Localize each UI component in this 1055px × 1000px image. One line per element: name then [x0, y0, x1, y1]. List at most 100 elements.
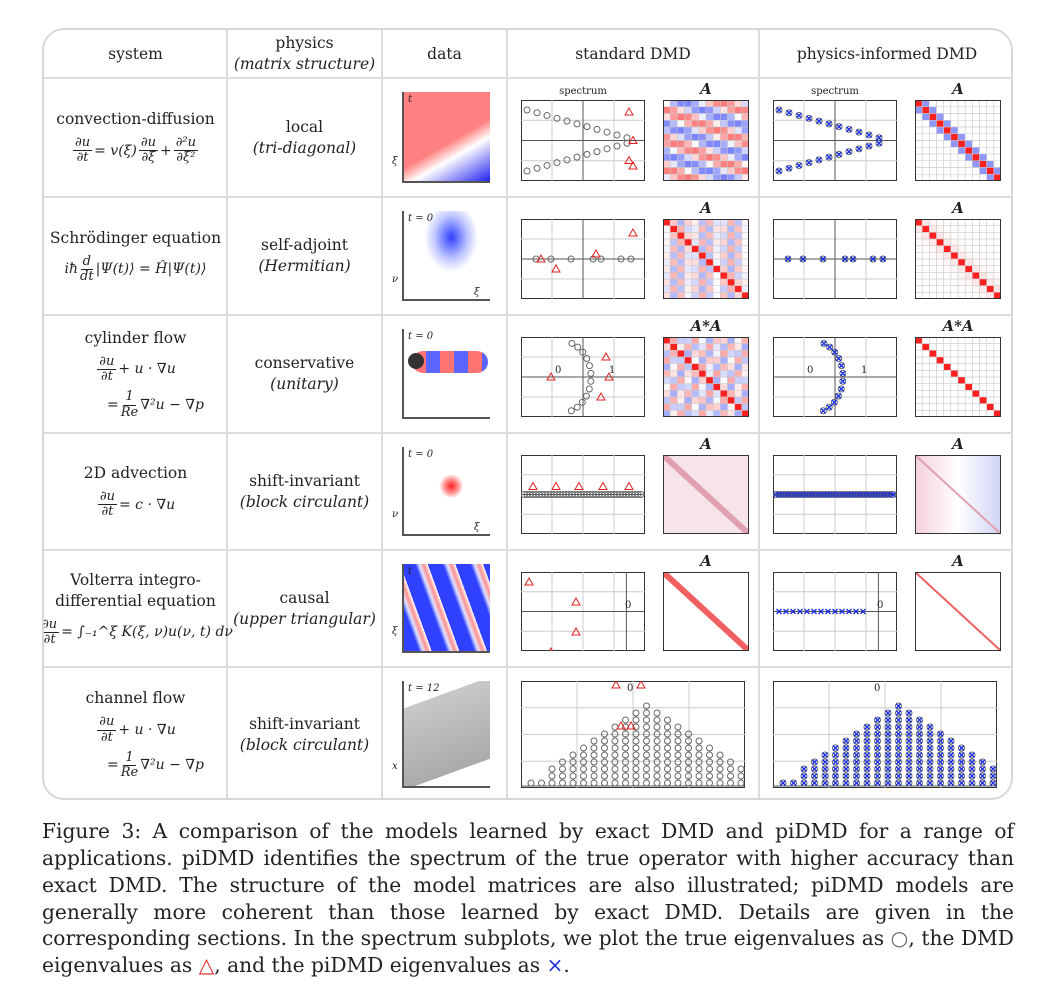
eigenvalue-marker — [611, 765, 619, 773]
matrix-entry — [957, 370, 966, 378]
eigenvalue-marker — [853, 737, 860, 745]
matrix-entry — [684, 120, 692, 128]
matrix-entry — [915, 100, 923, 107]
matrix-entry — [993, 174, 1001, 181]
matrix-entry — [712, 232, 721, 240]
eigenvalue-marker — [685, 758, 692, 766]
matrix-entry — [712, 370, 721, 378]
eigenvalue-marker — [580, 779, 587, 787]
matrix-entry — [936, 126, 944, 134]
matrix-entry — [663, 100, 671, 107]
eigenvalue-marker — [664, 737, 671, 745]
pidmd-eigenvalue-marker — [990, 780, 996, 786]
caption-text: Figure 3: A comparison of the models lea… — [42, 819, 1014, 951]
dmd-eigenvalue-marker — [636, 681, 646, 689]
matrix-structure: (block circulant) — [239, 492, 370, 511]
eigenvalue-marker — [587, 377, 595, 385]
dmd-eigenvalue-marker — [536, 253, 546, 263]
matrix-entry — [677, 396, 685, 404]
eigenvalue-marker — [989, 765, 997, 773]
eigenvalue-marker — [559, 772, 566, 780]
matrix-entry — [921, 265, 930, 273]
matrix-entry — [936, 370, 944, 378]
matrix-entry — [663, 356, 671, 364]
matrix-entry — [979, 106, 987, 114]
matrix-entry — [950, 147, 959, 155]
pidmd-eigenvalue-marker — [937, 773, 944, 779]
matrix-entry — [993, 106, 1001, 114]
matrix-entry — [684, 252, 692, 260]
pidmd-matrix-plot — [915, 219, 1001, 299]
eigenvalue-marker — [695, 744, 703, 752]
matrix-entry — [950, 285, 959, 293]
matrix-title: A*A — [942, 317, 974, 335]
matrix-entry — [921, 376, 930, 384]
matrix-entry — [677, 133, 685, 141]
data-axis-label: ξ — [474, 522, 480, 533]
pidmd-eigenvalue-marker — [885, 766, 891, 772]
matrix-entry — [677, 100, 685, 107]
eigenvalue-marker — [889, 491, 897, 498]
system-equation-continued: = 1 Re ∇²u − ∇p — [107, 750, 204, 781]
pidmd-eigenvalue-marker — [864, 773, 870, 779]
system-equation: ∂u ∂t = c · ∇u — [96, 489, 175, 520]
matrix-entry — [684, 140, 692, 148]
pidmd-eigenvalue-marker — [846, 148, 852, 155]
matrix-entry — [972, 376, 980, 384]
pidmd-eigenvalue-marker — [916, 780, 923, 786]
matrix-entry — [684, 100, 692, 107]
eigenvalue-marker — [874, 779, 881, 787]
eigenvalue-marker — [832, 779, 839, 787]
eigenvalue-marker — [569, 772, 577, 780]
matrix-entry — [705, 376, 714, 384]
matrix-entry — [712, 285, 721, 293]
pidmd-eigenvalue-marker — [948, 766, 954, 772]
matrix-entry — [929, 113, 937, 121]
eigenvalue-marker — [573, 153, 581, 161]
eigenvalue-marker — [727, 765, 734, 773]
matrix-entry — [972, 285, 980, 293]
matrix-entry — [669, 147, 678, 155]
pidmd-spectrum-plot — [773, 572, 897, 651]
matrix-entry — [727, 245, 735, 253]
numerator: ∂u — [73, 135, 93, 152]
matrix-entry — [972, 383, 980, 391]
eigenvalue-marker — [664, 744, 671, 752]
physics-cell: conservative (unitary) — [227, 315, 382, 433]
figure-table: system physics (matrix structure) data stand… — [42, 28, 1013, 800]
standard-dmd-spectrum-plot — [521, 681, 745, 788]
matrix-entry — [993, 350, 1001, 358]
eigenvalue-marker — [884, 772, 892, 780]
eigenvalue-marker — [895, 709, 902, 717]
matrix-title: A*A — [690, 317, 722, 335]
pidmd-eigenvalue-marker — [958, 752, 965, 758]
matrix-entry — [936, 390, 944, 398]
eigenvalue-marker — [839, 377, 847, 385]
eigenvalue-marker — [573, 403, 581, 411]
pidmd-eigenvalue-marker — [870, 256, 876, 262]
matrix-entry — [964, 140, 973, 148]
eigenvalue-marker — [601, 744, 608, 752]
pidmd-eigenvalue-marker — [780, 780, 786, 786]
system-cell: Volterra integro-differential equation ∂u… — [44, 550, 233, 667]
eigenvalue-marker — [968, 765, 976, 773]
matrix-entry — [705, 160, 714, 168]
pidmd-eigenvalue-marker — [786, 109, 792, 116]
matrix-entry — [929, 258, 937, 266]
dmd-eigenvalue-marker — [626, 720, 636, 730]
eigenvalue-marker — [716, 751, 724, 759]
matrix-entry — [705, 133, 714, 141]
matrix-entry — [720, 278, 728, 286]
pidmd-eigenvalue-marker — [801, 773, 807, 779]
matrix-entry — [712, 167, 721, 175]
matrix-entry — [979, 278, 987, 286]
matrix-entry — [663, 126, 671, 134]
pidmd-eigenvalue-marker — [906, 731, 912, 737]
matrix-entry — [972, 245, 980, 253]
system-name: convection-diffusion — [56, 110, 215, 129]
system-equation: ∂u ∂t = v(ξ) ∂u ∂ξ + ∂²u ∂ξ² — [71, 135, 200, 166]
dmd-eigenvalue-marker — [601, 351, 611, 361]
matrix-entry — [720, 133, 728, 141]
matrix-entry — [727, 167, 735, 175]
eigenvalue-marker — [895, 779, 902, 787]
